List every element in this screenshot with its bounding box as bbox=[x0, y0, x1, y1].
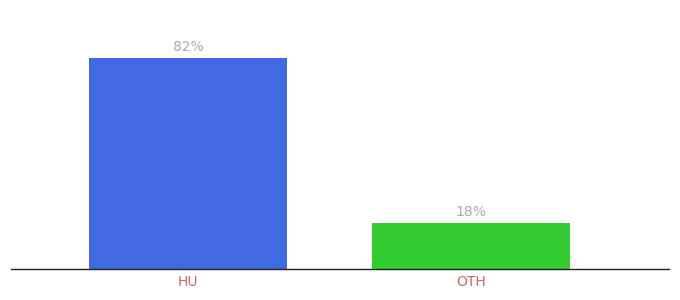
Text: 82%: 82% bbox=[173, 40, 203, 54]
Text: 18%: 18% bbox=[456, 205, 486, 219]
Bar bbox=[372, 223, 570, 269]
Bar bbox=[89, 58, 287, 269]
